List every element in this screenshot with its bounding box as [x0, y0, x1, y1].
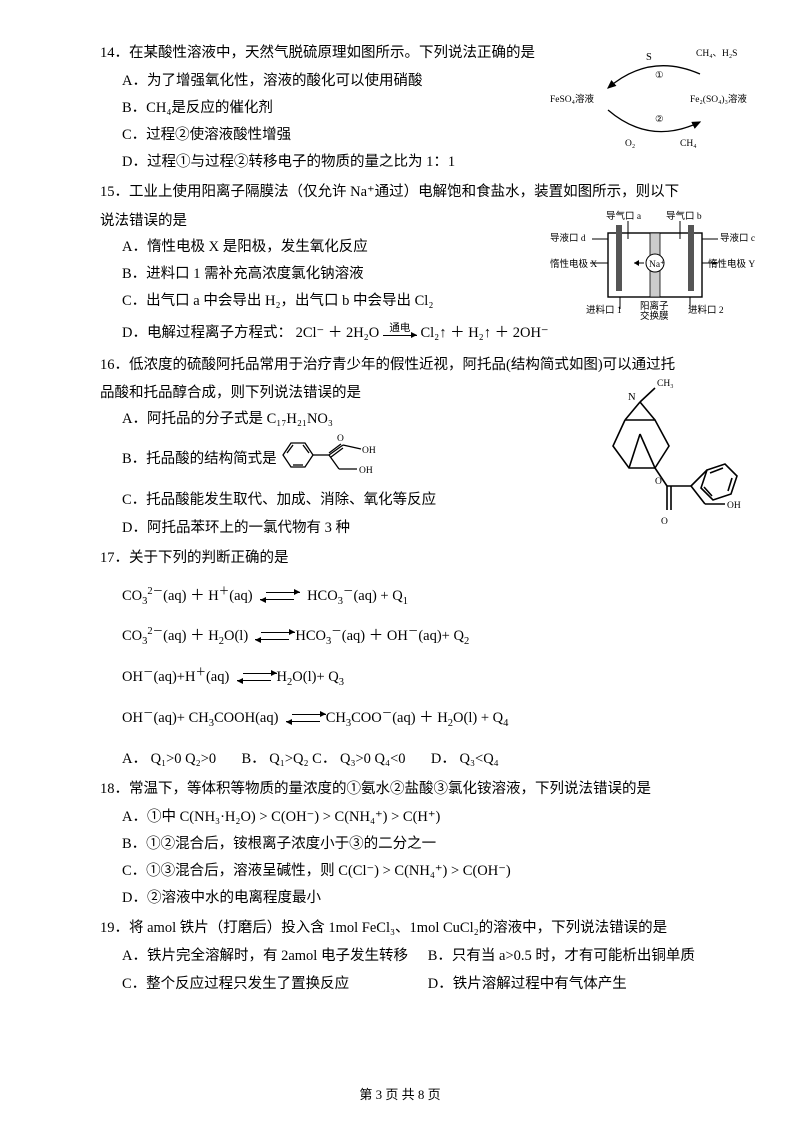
q19-row-cd: C．整个反应过程只发生了置换反应 D．铁片溶解过程中有气体产生 [100, 971, 710, 997]
label-na: Na⁺ [649, 260, 665, 270]
question-18: 18．常温下，等体积等物质的量浓度的①氨水②盐酸③氯化铵溶液，下列说法错误的是 … [100, 776, 710, 911]
q15-d-prefix: D．电解过程离子方程式： 2Cl⁻ ＋ 2H₂O [122, 325, 383, 341]
equilibrium-arrow-icon [260, 590, 300, 602]
label-s: S [646, 52, 652, 63]
label-liq-c: 导液口 c [720, 232, 755, 244]
q19-option-c: C．整个反应过程只发生了置换反应 [122, 971, 428, 997]
q17-option-d: D． Q₃<Q₄ [431, 751, 499, 767]
label-ch2oh-b: OH [359, 466, 373, 476]
question-17: 17．关于下列的判断正确的是 CO32－(aq) ＋ H＋(aq) HCO3－(… [100, 545, 710, 772]
q16-stem-text-1: 低浓度的硫酸阿托品常用于治疗青少年的假性近视，阿托品(结构简式如图)可以通过托 [129, 357, 675, 373]
q17-eq2: CO32－(aq) ＋ H2O(l) HCO3－(aq) ＋ OH－(aq)+ … [100, 623, 710, 652]
equilibrium-arrow-icon [237, 671, 277, 683]
q16-number: 16． [100, 357, 129, 373]
label-nch3: CH₃ [657, 379, 674, 389]
label-n: N [628, 392, 636, 403]
q18-option-d: D．②溶液中水的电离程度最小 [100, 885, 710, 911]
label-o-top: O [655, 477, 662, 487]
q14-stem-text: 在某酸性溶液中，天然气脱硫原理如图所示。下列说法正确的是 [129, 45, 535, 61]
q16-struct-main: N CH₃ O O OH [595, 372, 750, 537]
q18-option-c: C．①③混合后，溶液呈碱性，则 C(Cl⁻) > C(NH₄⁺) > C(OH⁻… [100, 858, 710, 884]
question-14: S CH₄、H₂S ① FeSO₄溶液 Fe₂(SO₄)₃溶液 ② O₂ CH₄… [100, 40, 710, 175]
label-elec-x: 惰性电极 X [550, 258, 597, 270]
label-feed2: 进料口 2 [688, 304, 724, 316]
q18-stem: 18．常温下，等体积等物质的量浓度的①氨水②盐酸③氯化铵溶液，下列说法错误的是 [100, 776, 710, 802]
label-ch4: CH₄ [680, 139, 697, 149]
label-membrane: 阳离子 [640, 300, 669, 312]
equilibrium-arrow-icon [255, 630, 295, 642]
q19-number: 19． [100, 920, 129, 936]
q15-diagram: 导气口 a 导气口 b 导液口 d 导液口 c Na⁺ 惰性电极 X 惰性电极 … [550, 209, 760, 324]
label-fe2so43: Fe₂(SO₄)₃溶液 [690, 93, 747, 105]
page-footer: 第 3 页 共 8 页 [0, 1083, 800, 1106]
label-o-b: O [337, 434, 344, 444]
label-o2: O₂ [625, 139, 635, 149]
question-16: N CH₃ O O OH 16．低浓度的硫酸阿托品常用于治疗青少年的假性近视，阿… [100, 352, 710, 541]
equilibrium-arrow-icon [286, 712, 326, 724]
label-feso4: FeSO₄溶液 [550, 93, 594, 105]
q17-eq3: OH－(aq)+H＋(aq) H2O(l)+ Q3 [100, 664, 710, 693]
q19-stem-text: 将 amol 铁片（打磨后）投入含 1mol FeCl₃、1mol CuCl₂的… [129, 920, 667, 936]
label-circ2: ② [655, 114, 664, 125]
label-elec-y: 惰性电极 Y [708, 258, 755, 270]
q18-option-b: B．①②混合后，铵根离子浓度小于③的二分之一 [100, 831, 710, 857]
label-membrane2: 交换膜 [640, 310, 669, 322]
reaction-arrow-icon: 通电 [383, 323, 417, 341]
q14-diagram: S CH₄、H₂S ① FeSO₄溶液 Fe₂(SO₄)₃溶液 ② O₂ CH₄ [550, 44, 760, 154]
q15-stem-text-1: 工业上使用阳离子隔膜法（仅允许 Na⁺通过）电解饱和食盐水，装置如图所示，则以下 [129, 184, 679, 200]
q19-option-d: D．铁片溶解过程中有气体产生 [428, 971, 627, 997]
question-15: 导气口 a 导气口 b 导液口 d 导液口 c Na⁺ 惰性电极 X 惰性电极 … [100, 179, 710, 346]
label-gas-b: 导气口 b [666, 210, 702, 222]
q17-eq1: CO32－(aq) ＋ H＋(aq) HCO3－(aq) + Q1 [100, 583, 710, 612]
q18-option-a: A．①中 C(NH₃·H₂O) > C(OH⁻) > C(NH₄⁺) > C(H… [100, 804, 710, 830]
q18-number: 18． [100, 781, 129, 797]
label-gas-a: 导气口 a [606, 210, 642, 222]
q14-number: 14． [100, 45, 129, 61]
label-ch4-h2s: CH₄、H₂S [696, 49, 737, 59]
q15-stem: 15．工业上使用阳离子隔膜法（仅允许 Na⁺通过）电解饱和食盐水，装置如图所示，… [100, 179, 710, 205]
q17-options: A． Q₁>0 Q₂>0 B． Q₁>Q₂ C． Q₃>0 Q₄<0 D． Q₃… [100, 746, 710, 772]
q17-eq4: OH－(aq)+ CH3COOH(aq) CH3COO－(aq) ＋ H2O(l… [100, 705, 710, 734]
q17-option-b: B． Q₁>Q₂ [242, 751, 309, 767]
q15-d-suffix: Cl₂↑ ＋ H₂↑ ＋ 2OH⁻ [417, 325, 549, 341]
label-oh-b: OH [362, 446, 376, 456]
label-feed1: 进料口 1 [586, 304, 622, 316]
q19-row-ab: A．铁片完全溶解时，有 2amol 电子发生转移 B．只有当 a>0.5 时，才… [100, 943, 710, 969]
label-ch2oh-main: OH [727, 501, 741, 511]
q16-b-prefix: B．托品酸的结构简式是 [122, 451, 277, 467]
q17-stem: 17．关于下列的判断正确的是 [100, 545, 710, 571]
q19-stem: 19．将 amol 铁片（打磨后）投入含 1mol FeCl₃、1mol CuC… [100, 915, 710, 941]
q17-option-c: C． Q₃>0 Q₄<0 [312, 751, 405, 767]
label-circ1: ① [655, 70, 664, 81]
q17-option-a: A． Q₁>0 Q₂>0 [122, 751, 216, 767]
q17-number: 17． [100, 550, 129, 566]
label-liq-d: 导液口 d [550, 232, 586, 244]
q15-number: 15． [100, 184, 129, 200]
question-19: 19．将 amol 铁片（打磨后）投入含 1mol FeCl₃、1mol CuC… [100, 915, 710, 996]
q17-stem-text: 关于下列的判断正确的是 [129, 550, 289, 566]
q16-struct-b: O OH OH [277, 433, 377, 486]
q19-option-a: A．铁片完全溶解时，有 2amol 电子发生转移 [122, 943, 428, 969]
label-o-dbl: O [661, 517, 668, 527]
q18-stem-text: 常温下，等体积等物质的量浓度的①氨水②盐酸③氯化铵溶液，下列说法错误的是 [129, 781, 651, 797]
q19-option-b: B．只有当 a>0.5 时，才有可能析出铜单质 [428, 943, 695, 969]
